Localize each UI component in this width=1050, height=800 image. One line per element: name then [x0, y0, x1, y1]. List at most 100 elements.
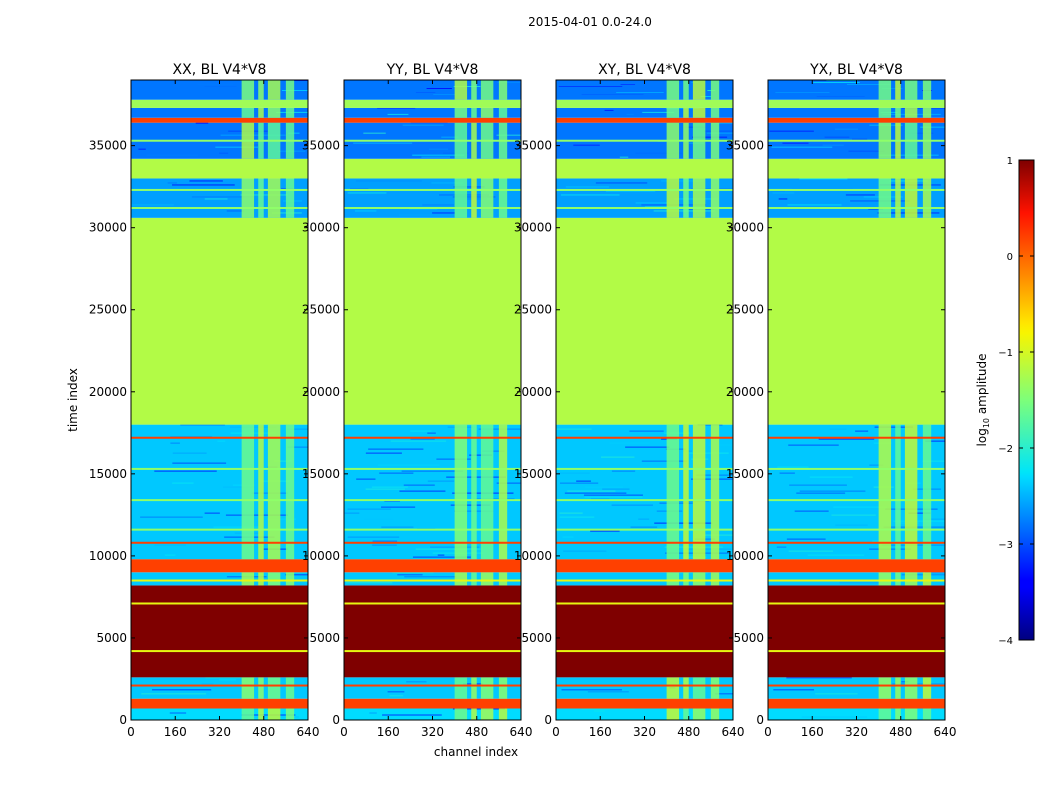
heatmap-speckle [772, 192, 795, 194]
y-tick-label: 15000 [302, 467, 340, 481]
x-tick-label: 0 [552, 725, 560, 739]
heatmap-line [344, 436, 521, 439]
heatmap-rfi-channel-band [710, 424, 720, 560]
heatmap-speckle [715, 693, 733, 695]
x-tick-label: 640 [510, 725, 533, 739]
heatmap-speckle [769, 130, 814, 132]
x-tick-label: 480 [252, 725, 275, 739]
heatmap-rfi-channel-band [922, 424, 932, 560]
heatmap-rfi-channel-band [683, 424, 689, 560]
x-tick-label: 0 [340, 725, 348, 739]
heatmap-line [768, 207, 945, 209]
heatmap-rfi-channel-band [895, 107, 901, 118]
heatmap-speckle [787, 204, 842, 206]
heatmap-line [344, 684, 521, 687]
heatmap-speckle [562, 536, 574, 538]
heatmap-rfi-channel-band [692, 677, 706, 699]
heatmap-speckle [201, 683, 214, 685]
heatmap-rfi-channel-band [471, 708, 477, 720]
heatmap-rfi-channel-band [258, 677, 264, 699]
heatmap-speckle [146, 154, 199, 156]
heatmap-speckle [401, 470, 464, 472]
heatmap-speckle [559, 482, 599, 484]
heatmap-rfi-channel-band [241, 572, 255, 586]
heatmap-speckle [605, 190, 656, 192]
heatmap-speckle [786, 677, 852, 679]
heatmap-rfi-channel-band [267, 677, 281, 699]
heatmap-rfi-channel-band [498, 572, 508, 586]
heatmap-speckle [381, 506, 416, 508]
heatmap-speckle [287, 446, 308, 448]
heatmap-line [344, 602, 521, 605]
heatmap-row-band [768, 572, 945, 586]
heatmap-line [556, 467, 733, 470]
heatmap-rfi-channel-band [267, 107, 281, 118]
heatmap-rfi-channel-band [241, 708, 255, 720]
heatmap-speckle [845, 194, 875, 196]
y-tick-label: 10000 [726, 549, 764, 563]
y-tick-label: 30000 [726, 221, 764, 235]
heatmap-speckle [286, 428, 308, 430]
heatmap-speckle [779, 472, 795, 474]
heatmap-speckle [700, 96, 712, 97]
heatmap-speckle [217, 440, 226, 442]
heatmap-rfi-channel-band [258, 107, 264, 118]
heatmap-speckle [180, 424, 225, 426]
heatmap-speckle [219, 679, 237, 681]
heatmap-row-band [344, 117, 521, 123]
heatmap-row-band [556, 99, 733, 108]
heatmap-speckle [925, 572, 945, 574]
x-tick-label: 320 [633, 725, 656, 739]
heatmap-line [768, 579, 945, 582]
heatmap-line [344, 650, 521, 653]
y-tick-label: 35000 [726, 139, 764, 153]
heatmap-speckle [497, 82, 521, 83]
heatmap-rfi-channel-band [267, 80, 281, 100]
heatmap-speckle [222, 486, 253, 488]
heatmap-rfi-channel-band [267, 572, 281, 586]
heatmap-speckle [347, 192, 387, 194]
heatmap-speckle [427, 480, 455, 482]
heatmap-speckle [770, 190, 785, 192]
heatmap-speckle [365, 452, 402, 454]
heatmap-rfi-channel-band [241, 424, 255, 560]
heatmap-speckle [616, 92, 664, 93]
heatmap-speckle [556, 472, 590, 474]
panel-title: XX, BL V4*V8 [173, 62, 267, 78]
heatmap-rfi-channel-band [895, 424, 901, 560]
heatmap-speckle [893, 520, 945, 522]
heatmap-rfi-channel-band [267, 424, 281, 560]
heatmap-speckle [397, 574, 423, 576]
heatmap-speckle [365, 488, 405, 490]
heatmap-speckle [611, 470, 636, 472]
y-tick-label: 35000 [514, 139, 552, 153]
y-tick-label: 10000 [514, 549, 552, 563]
heatmap-speckle [609, 442, 650, 444]
heatmap-speckle [428, 148, 449, 150]
heatmap-line [556, 602, 733, 605]
heatmap-speckle [556, 428, 592, 430]
heatmap-speckle [372, 540, 398, 542]
heatmap-rfi-channel-band [904, 80, 918, 100]
heatmap-speckle [154, 544, 187, 546]
heatmap-speckle [629, 430, 664, 432]
heatmap-speckle [567, 490, 616, 492]
heatmap-rfi-channel-band [683, 708, 689, 720]
heatmap-row-band [556, 217, 733, 425]
heatmap-rfi-channel-band [878, 424, 892, 560]
heatmap-speckle [822, 144, 844, 146]
figure-suptitle: 2015-04-01 0.0-24.0 [528, 15, 652, 29]
heatmap-speckle [638, 518, 650, 520]
heatmap-speckle [141, 693, 207, 695]
heatmap-speckle [920, 126, 945, 128]
panel: YY, BL V4*V8 0 160 320 480 640 0 5000 10000 15000… [302, 62, 533, 739]
heatmap-rfi-channel-band [498, 424, 508, 560]
heatmap-row-band [556, 708, 733, 720]
heatmap-rfi-channel-band [895, 178, 901, 218]
heatmap-speckle [775, 92, 830, 93]
heatmap-speckle [799, 178, 848, 180]
heatmap-rfi-channel-band [922, 107, 932, 118]
heatmap-rfi-channel-band [895, 572, 901, 586]
heatmap-rfi-channel-band [878, 80, 892, 100]
heatmap-speckle [240, 194, 288, 196]
